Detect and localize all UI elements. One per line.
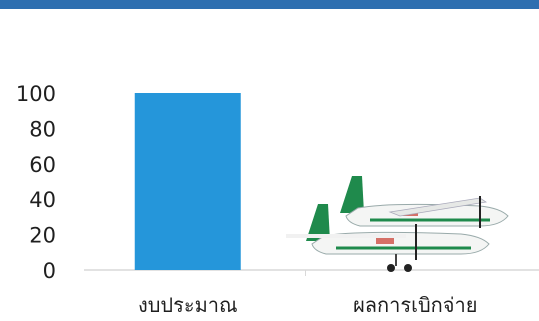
category-labels: งบประมาณ ผลการเบิกจ่าย (138, 293, 477, 317)
y-tick-label: 40 (29, 188, 56, 212)
y-tick-label: 100 (16, 82, 56, 106)
top-accent-bar (0, 0, 539, 9)
airplane-icon (340, 176, 509, 228)
y-tick-label: 60 (29, 153, 56, 177)
bar-0 (134, 93, 241, 270)
category-label: ผลการเบิกจ่าย (353, 293, 477, 317)
airplane-group-icon (286, 176, 509, 272)
y-tick-label: 0 (43, 259, 56, 283)
y-axis-ticks: 0 20 40 60 80 100 (16, 82, 56, 283)
bars-group (134, 93, 306, 276)
y-tick-label: 20 (29, 224, 56, 248)
category-label: งบประมาณ (138, 293, 238, 317)
airplane-icon (286, 204, 490, 272)
y-tick-label: 80 (29, 117, 56, 141)
